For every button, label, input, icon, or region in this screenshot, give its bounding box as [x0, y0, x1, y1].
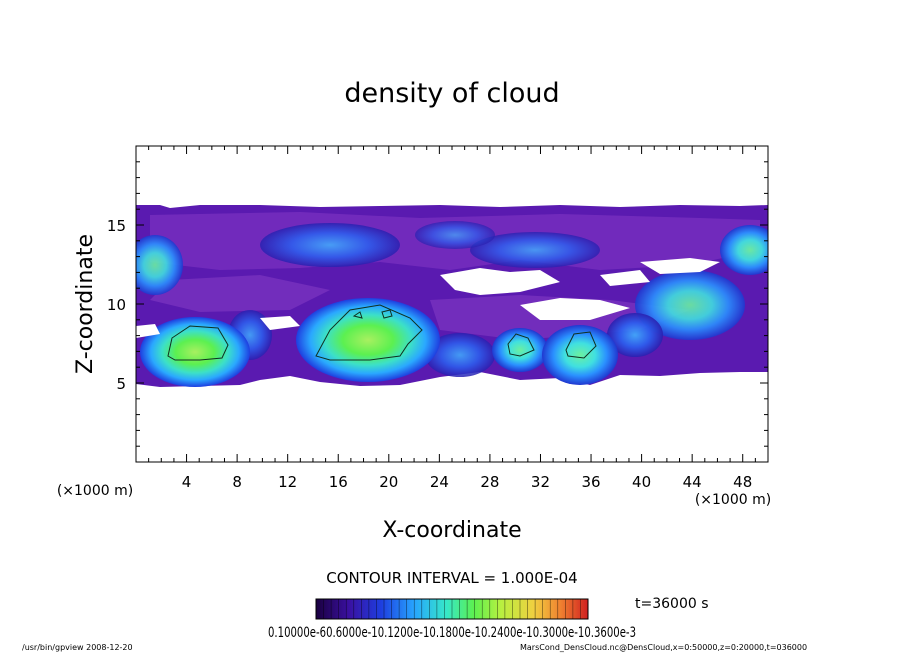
high-density-region-4 [542, 325, 618, 385]
footer-left: /usr/bin/gpview 2008-12-20 [22, 643, 133, 652]
x-tick-label: 48 [733, 473, 752, 491]
y-tick-label: 10 [107, 296, 126, 314]
x-tick-label: 20 [379, 473, 398, 491]
footer-right: MarsCond_DensCloud.nc@DensCloud,x=0:5000… [520, 643, 807, 652]
x-tick-label: 16 [329, 473, 348, 491]
x-tick-label: 8 [232, 473, 242, 491]
x-tick-label: 24 [430, 473, 449, 491]
x-axis-label: X-coordinate [382, 518, 521, 543]
x-tick-label: 36 [581, 473, 600, 491]
x-tick-label: 28 [480, 473, 499, 491]
clear-gap [440, 268, 560, 295]
high-density-region-2 [296, 298, 440, 382]
colorbar-ticks [323, 599, 581, 619]
x-tick-label: 12 [278, 473, 297, 491]
contour-line [315, 304, 423, 361]
x-tick-label: 40 [632, 473, 651, 491]
y-tick-label: 5 [116, 375, 126, 393]
x-tick-label: 4 [182, 473, 192, 491]
y-tick-label: 15 [107, 217, 126, 235]
y-unit-label: (×1000 m) [57, 483, 133, 499]
heatmap-field [136, 205, 768, 387]
contour-interval-label: CONTOUR INTERVAL = 1.000E-04 [326, 569, 577, 587]
x-tick-label: 32 [531, 473, 550, 491]
high-density-region-3 [492, 328, 548, 372]
x-tick-label: 44 [683, 473, 702, 491]
x-unit-label: (×1000 m) [695, 492, 771, 508]
chart-title: density of cloud [344, 78, 559, 109]
y-axis-label: Z-coordinate [73, 234, 98, 374]
blue-patch [260, 223, 400, 267]
colorbar-labels: 0.10000e-60.6000e-10.1200e-10.1800e-10.2… [268, 625, 636, 641]
contour-line [167, 325, 229, 361]
time-label: t=36000 s [635, 596, 709, 612]
high-density-region-1 [140, 317, 250, 387]
